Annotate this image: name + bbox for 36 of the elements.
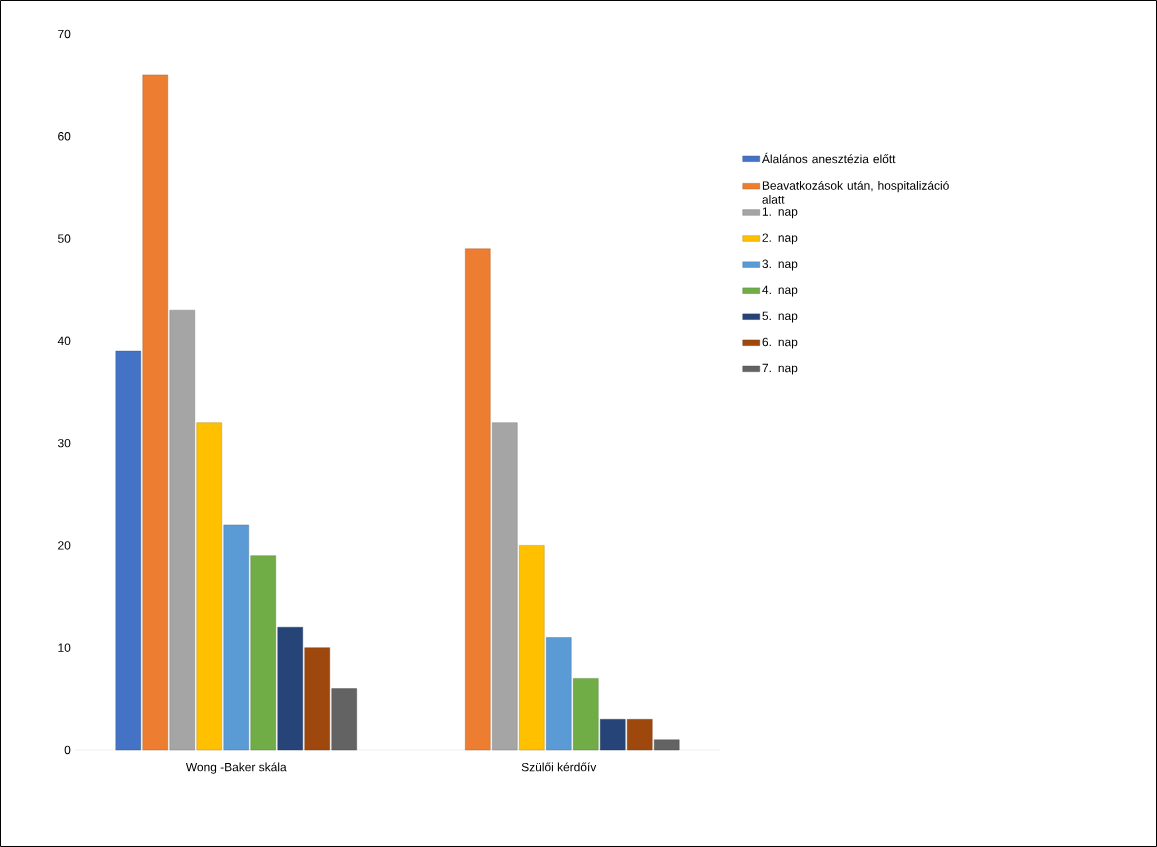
bar bbox=[519, 545, 545, 751]
legend-label: Beavatkozások után, hospitalizáció alatt bbox=[762, 180, 949, 204]
x-tick-label: Wong -Baker skála bbox=[185, 762, 287, 774]
bar bbox=[196, 422, 222, 751]
x-tick-label: Szülői kérdőív bbox=[521, 762, 597, 772]
bar bbox=[546, 637, 572, 751]
bar bbox=[223, 524, 249, 751]
legend-label: Álalános anesztézia előtt bbox=[761, 152, 896, 164]
legend-label: 6. nap bbox=[762, 337, 798, 349]
bar bbox=[250, 555, 276, 751]
bar bbox=[573, 678, 599, 751]
y-tick-label: 40 bbox=[57, 336, 71, 346]
y-tick-label: 10 bbox=[58, 643, 71, 652]
y-tick-label: 0 bbox=[64, 745, 71, 755]
bar bbox=[600, 719, 626, 751]
bar bbox=[142, 74, 168, 751]
legend-label: 2. nap bbox=[762, 233, 798, 245]
bar bbox=[654, 739, 680, 751]
y-tick-label: 60 bbox=[58, 132, 71, 141]
bar bbox=[627, 719, 653, 751]
bar bbox=[331, 688, 357, 751]
legend-label: 3. nap bbox=[762, 259, 798, 271]
bar bbox=[492, 422, 518, 751]
bar bbox=[465, 248, 491, 751]
y-tick-label: 50 bbox=[58, 234, 71, 243]
legend-label: 7. nap bbox=[762, 363, 798, 375]
y-tick-label: 20 bbox=[58, 541, 71, 550]
bar bbox=[115, 350, 141, 751]
legend-label: 5. nap bbox=[762, 311, 798, 323]
y-tick-label: 70 bbox=[58, 29, 71, 39]
legend-label: 4. nap bbox=[762, 285, 798, 297]
bar bbox=[304, 647, 330, 751]
legend-label: 1. nap bbox=[762, 207, 798, 219]
y-tick-label: 30 bbox=[57, 438, 71, 448]
bar bbox=[169, 309, 195, 751]
bar bbox=[277, 627, 303, 751]
